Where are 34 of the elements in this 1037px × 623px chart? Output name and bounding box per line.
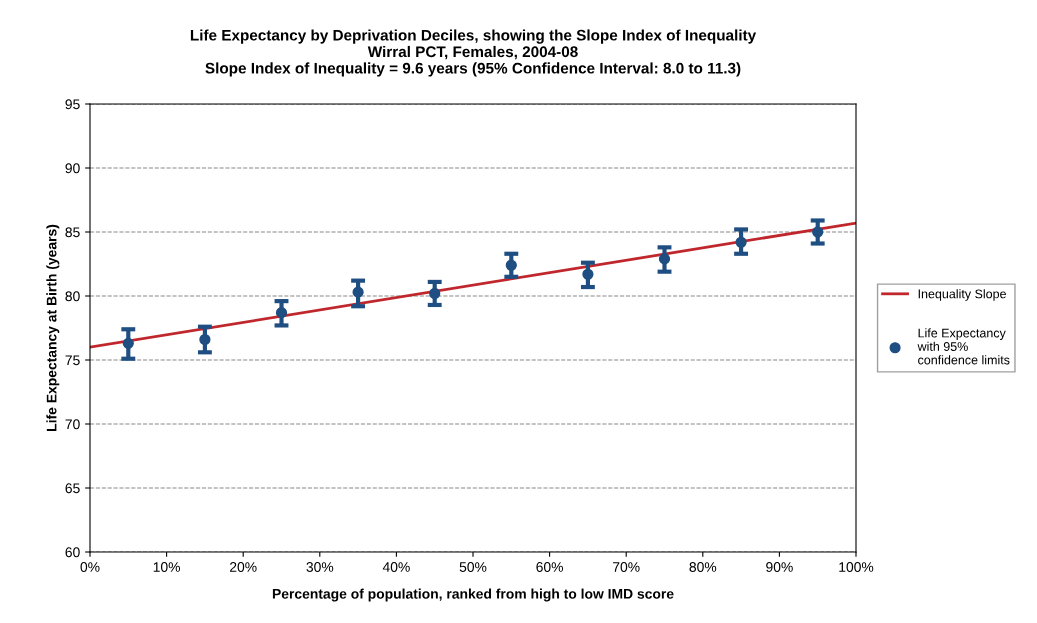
x-tick-label: 30% [306,562,334,572]
point [582,268,594,280]
point [505,259,517,271]
point [199,333,211,346]
chart-title: Life Expectancy by Deprivation Deciles, showing the Slope Index of Inequality Wirral PCT, Females, 2004-08 Slope Index of Inequality = 9.6 years (95% Confidence Interval: 8.0 to 11.3) [190,29,757,77]
x-tick-label: 50% [459,562,487,572]
x-tick-label: 80% [689,562,717,572]
point [812,226,824,238]
y-tick-label: 75 [65,355,80,366]
y-tick-label: 95 [65,99,80,110]
x-tick-label: 40% [382,562,410,572]
point [352,286,364,298]
point [275,307,288,319]
point [122,337,134,349]
y-tick-label: 65 [65,483,80,494]
point [735,236,747,248]
y-tick-label: 60 [65,547,80,558]
x-tick-label: 0% [80,562,100,572]
y-tick-label: 85 [65,227,80,238]
x-tick-label: 60% [536,562,564,572]
x-tick-label: 10% [153,562,181,572]
legend-label: Inequality Slope [918,289,1006,301]
y-tick-label: 80 [65,291,80,302]
x-axis-title: Percentage of population, ranked from high to low IMD score [272,588,674,602]
point [429,287,441,300]
point [658,253,671,265]
x-tick-label: 70% [613,562,640,572]
x-tick-label: 90% [766,562,793,572]
x-tick-label: 20% [230,562,257,572]
x-tick-label: 100% [839,562,874,572]
y-tick-label: 90 [65,163,80,174]
legend-label: Life Expectancy with 95% confidence limits [917,328,1010,365]
y-tick-label: 70 [65,419,80,430]
y-axis-title: Life Expectancy at Birth (years) [46,224,60,431]
